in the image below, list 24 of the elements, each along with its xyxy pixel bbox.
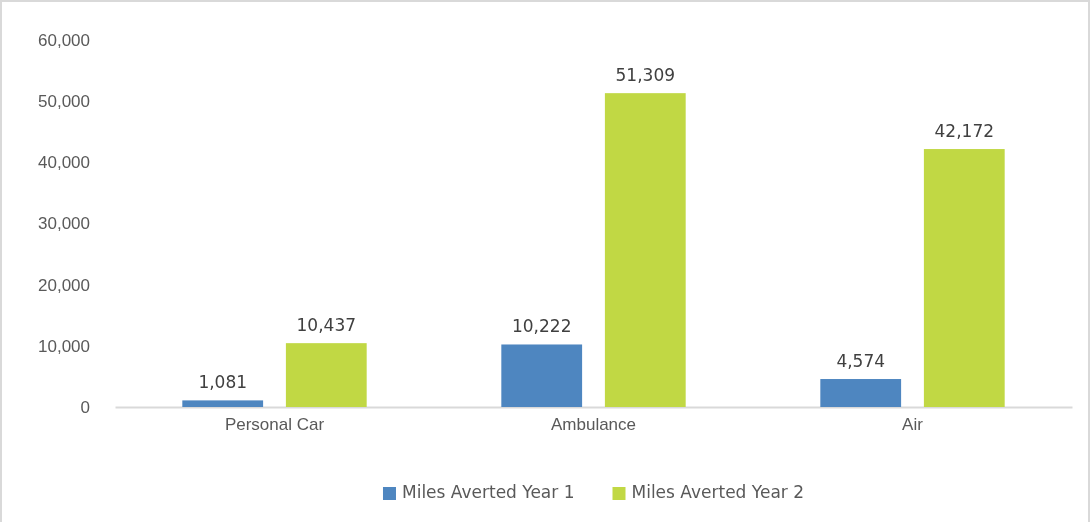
data-label: 42,172: [934, 121, 995, 142]
data-label: 1,081: [198, 372, 248, 393]
y-tick-label: 10,000: [38, 336, 90, 356]
data-label: 10,437: [296, 315, 357, 336]
y-tick-label: 0: [80, 397, 90, 417]
legend-label: Miles Averted Year 2: [631, 482, 805, 502]
bar: [285, 343, 367, 407]
data-label: 51,309: [615, 65, 676, 86]
bar: [923, 149, 1005, 407]
bar: [820, 379, 902, 407]
legend-label: Miles Averted Year 1: [401, 482, 575, 502]
x-tick-label: Personal Car: [224, 415, 325, 435]
bar: [501, 344, 583, 407]
y-tick-label: 30,000: [38, 214, 90, 234]
bar: [182, 400, 264, 407]
y-tick-label: 60,000: [38, 30, 90, 50]
bar: [604, 93, 686, 407]
y-tick-label: 40,000: [38, 153, 90, 173]
data-label: 10,222: [511, 316, 572, 337]
x-tick-label: Ambulance: [550, 415, 637, 435]
y-tick-label: 20,000: [38, 275, 90, 295]
y-tick-label: 50,000: [38, 92, 90, 112]
data-label: 4,574: [836, 351, 886, 372]
x-tick-label: Air: [902, 415, 924, 435]
